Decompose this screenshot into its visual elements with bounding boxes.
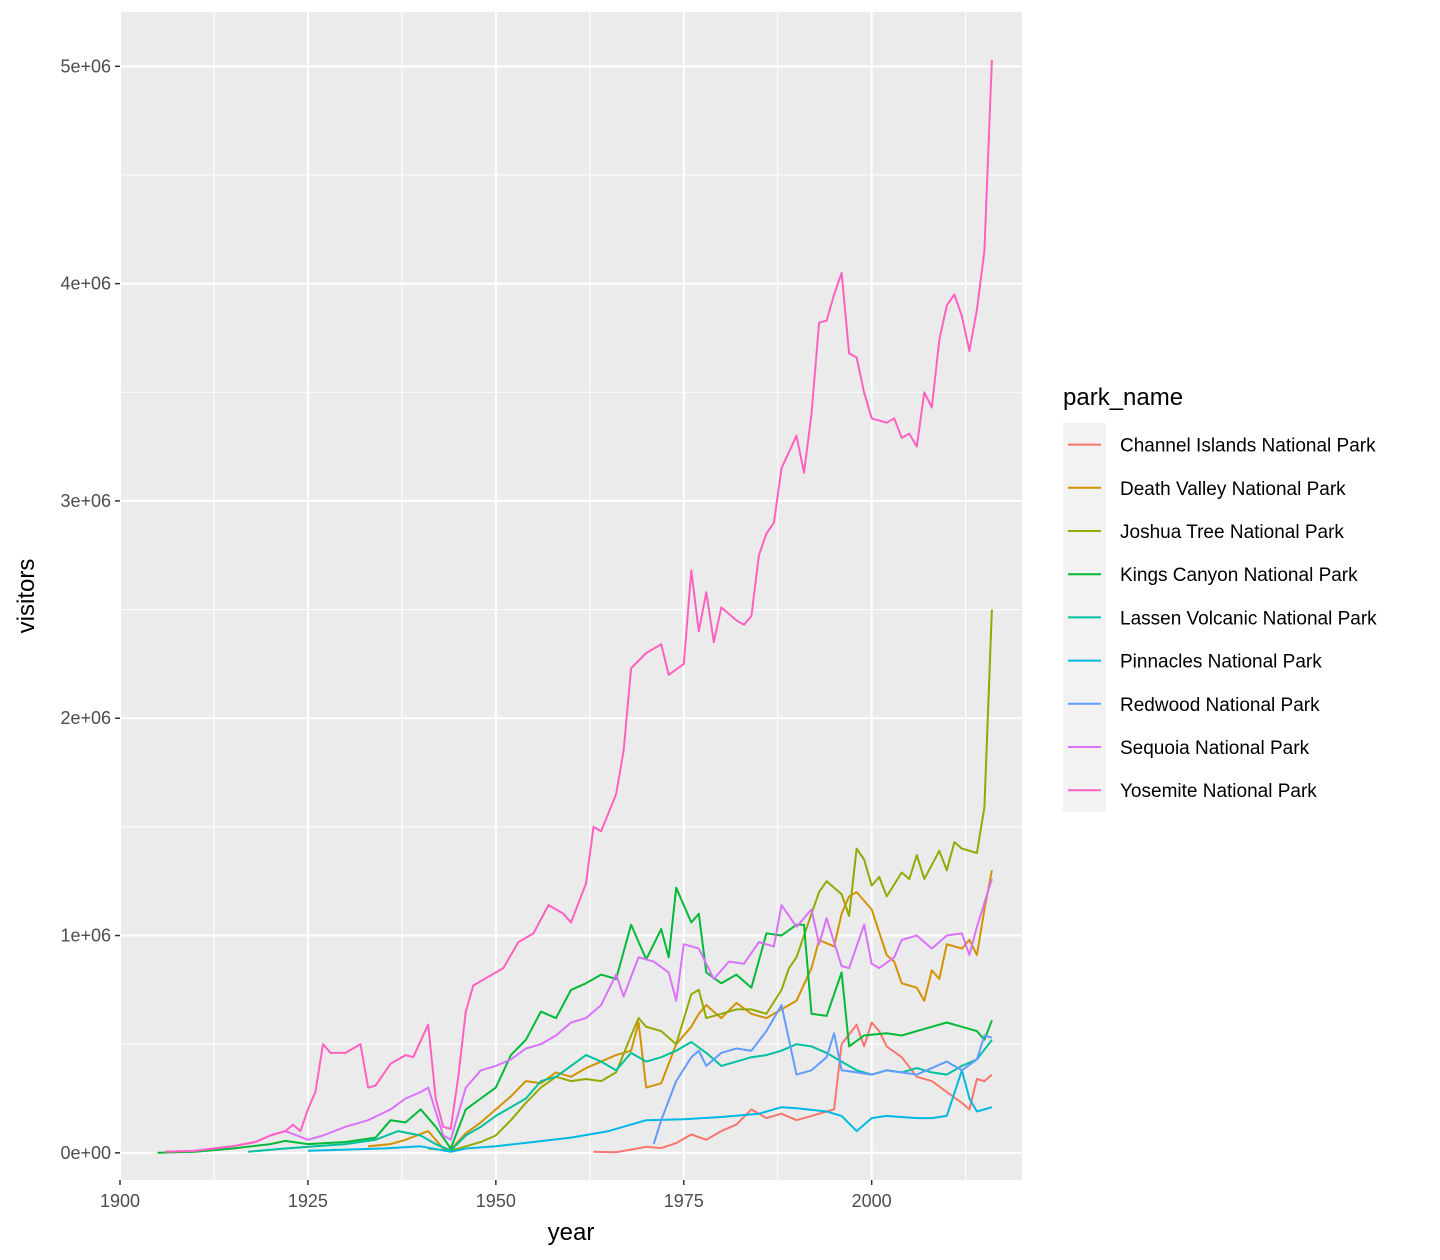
y-tick-label: 0e+00 bbox=[60, 1143, 111, 1163]
series-line-death-valley-national-park bbox=[368, 870, 993, 1151]
plot-panel bbox=[120, 12, 1022, 1180]
y-tick-label: 2e+06 bbox=[60, 708, 111, 728]
legend-label-channel-islands-national-park: Channel Islands National Park bbox=[1120, 436, 1376, 457]
y-tick-label: 4e+06 bbox=[60, 274, 111, 294]
legend-label-pinnacles-national-park: Pinnacles National Park bbox=[1120, 652, 1322, 673]
major-gridlines bbox=[119, 12, 1022, 1180]
x-axis: 1900 1925 1950 1975 2000 bbox=[100, 1180, 892, 1211]
series-line-redwood-national-park bbox=[652, 1004, 993, 1145]
legend-label-sequoia-national-park: Sequoia National Park bbox=[1120, 738, 1310, 759]
x-tick-label: 1925 bbox=[288, 1191, 328, 1211]
series-line-sequoia-national-park bbox=[165, 878, 993, 1153]
legend-label-redwood-national-park: Redwood National Park bbox=[1120, 695, 1320, 716]
y-axis-title: visitors bbox=[13, 559, 40, 634]
legend: park_name Channel Islands National Park D… bbox=[1063, 384, 1377, 812]
legend-label-kings-canyon-national-park: Kings Canyon National Park bbox=[1120, 565, 1358, 586]
y-axis: 0e+00 1e+06 2e+06 3e+06 4e+06 5e+06 bbox=[60, 56, 120, 1163]
y-tick-label: 1e+06 bbox=[60, 926, 111, 946]
series-line-kings-canyon-national-park bbox=[157, 886, 993, 1154]
legend-title: park_name bbox=[1063, 384, 1183, 411]
legend-label-lassen-volcanic-national-park: Lassen Volcanic National Park bbox=[1120, 608, 1377, 629]
legend-label-joshua-tree-national-park: Joshua Tree National Park bbox=[1120, 522, 1344, 543]
x-tick-label: 1900 bbox=[100, 1191, 140, 1211]
series-line-pinnacles-national-park bbox=[307, 1069, 993, 1153]
legend-label-yosemite-national-park: Yosemite National Park bbox=[1120, 781, 1317, 802]
x-tick-label: 2000 bbox=[852, 1191, 892, 1211]
legend-label-death-valley-national-park: Death Valley National Park bbox=[1120, 479, 1346, 500]
x-axis-title: year bbox=[548, 1219, 595, 1246]
y-tick-label: 3e+06 bbox=[60, 491, 111, 511]
x-tick-label: 1950 bbox=[476, 1191, 516, 1211]
series-layer bbox=[157, 59, 993, 1154]
series-line-channel-islands-national-park bbox=[593, 1021, 993, 1154]
series-line-yosemite-national-park bbox=[165, 59, 993, 1153]
x-tick-label: 1975 bbox=[664, 1191, 704, 1211]
y-tick-label: 5e+06 bbox=[60, 56, 111, 76]
